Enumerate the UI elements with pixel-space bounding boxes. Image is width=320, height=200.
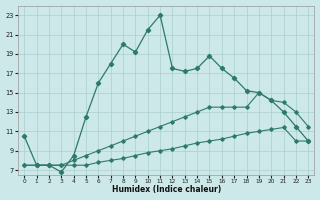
X-axis label: Humidex (Indice chaleur): Humidex (Indice chaleur) (112, 185, 221, 194)
